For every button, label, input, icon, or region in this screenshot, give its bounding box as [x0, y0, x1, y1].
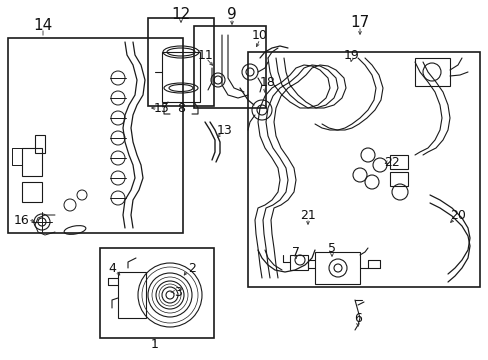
Bar: [194, 26, 265, 108]
Bar: [22, 148, 42, 176]
Text: 1: 1: [151, 338, 159, 351]
Text: 3: 3: [174, 285, 182, 298]
Text: 10: 10: [251, 28, 267, 41]
Text: 14: 14: [33, 18, 53, 32]
Text: 21: 21: [300, 208, 315, 221]
Text: 13: 13: [217, 123, 232, 136]
Text: 2: 2: [188, 261, 196, 275]
Bar: [148, 18, 214, 106]
Bar: [389, 155, 407, 169]
Text: 18: 18: [260, 76, 275, 89]
Text: 7: 7: [291, 246, 299, 258]
Bar: [389, 172, 407, 186]
Bar: [8, 38, 183, 233]
Bar: [247, 52, 479, 287]
Bar: [314, 252, 359, 284]
Text: 22: 22: [384, 156, 399, 168]
Text: 20: 20: [449, 208, 465, 221]
Text: 8: 8: [177, 102, 184, 114]
Bar: [118, 272, 146, 318]
Text: 9: 9: [226, 6, 236, 22]
Text: 11: 11: [198, 49, 213, 62]
Bar: [35, 135, 45, 153]
Text: 12: 12: [171, 6, 190, 22]
Text: 4: 4: [108, 261, 116, 275]
Text: 6: 6: [353, 311, 361, 324]
Text: 17: 17: [350, 14, 369, 30]
Bar: [414, 58, 449, 86]
Text: 15: 15: [154, 102, 170, 114]
Bar: [100, 248, 214, 338]
Bar: [22, 182, 42, 202]
Text: 16: 16: [14, 213, 30, 226]
Text: 19: 19: [344, 49, 359, 62]
Bar: [289, 255, 307, 270]
Text: 5: 5: [327, 242, 335, 255]
Bar: [162, 52, 200, 102]
